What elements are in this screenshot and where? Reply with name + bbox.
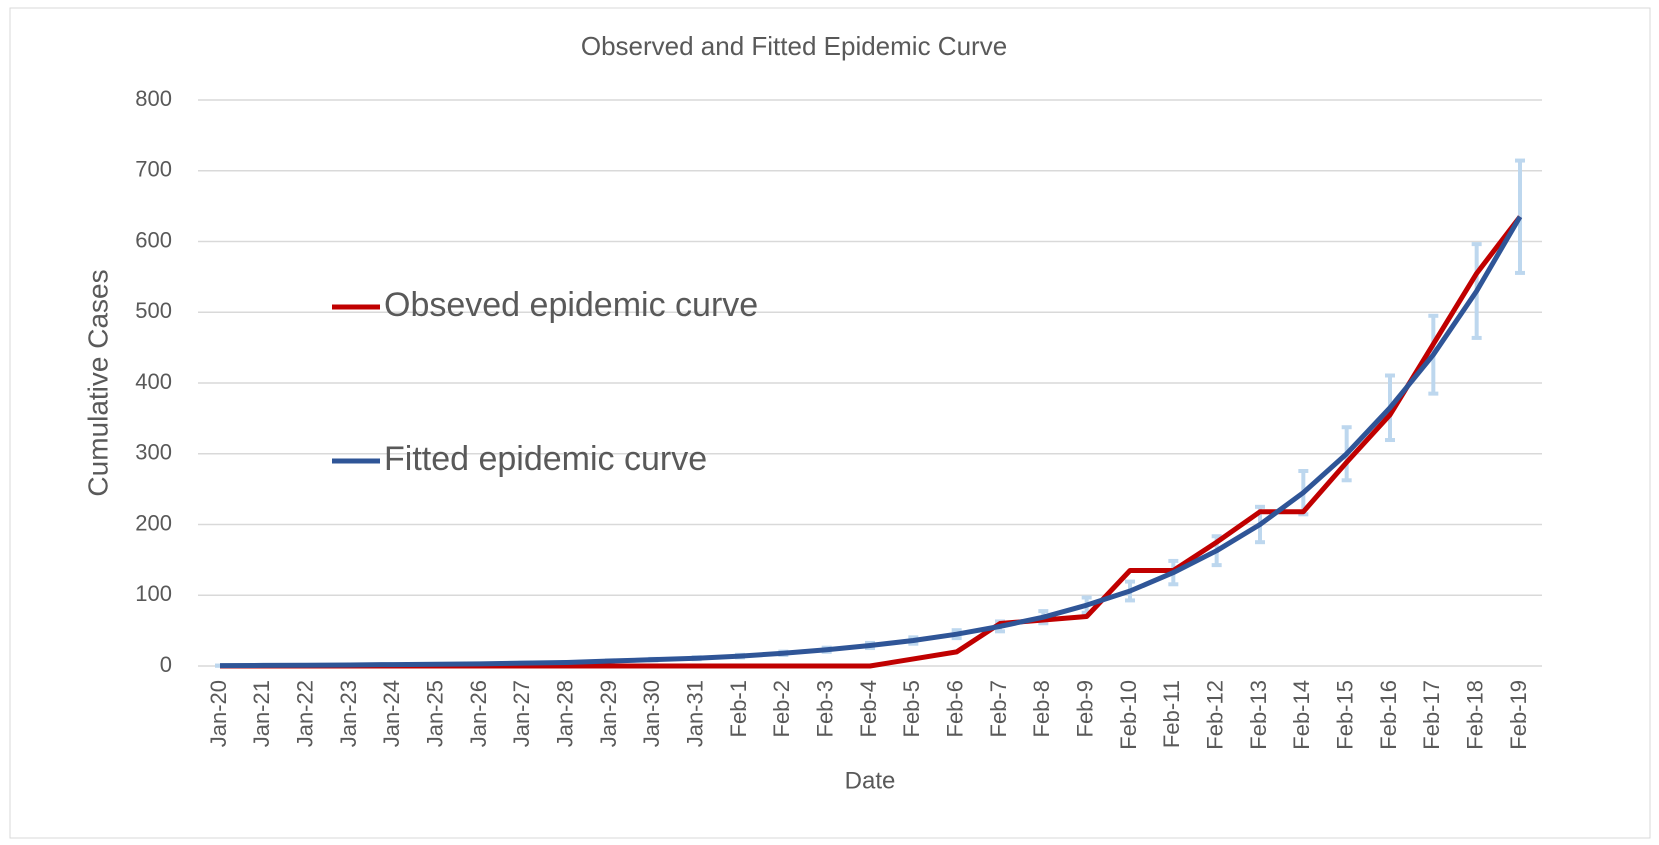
x-tick-label: Feb-11	[1159, 680, 1184, 748]
x-tick-label: Feb-15	[1332, 680, 1357, 750]
x-tick-label: Jan-22	[292, 680, 317, 747]
x-tick-label: Jan-27	[509, 680, 534, 747]
legend-label: Obseved epidemic curve	[384, 286, 758, 324]
x-tick-label: Jan-29	[596, 680, 621, 747]
x-tick-label: Jan-21	[249, 680, 274, 747]
x-tick-label: Feb-6	[942, 680, 967, 737]
x-tick-label: Feb-10	[1116, 680, 1141, 750]
x-tick-label: Jan-23	[336, 680, 361, 747]
y-tick-label: 300	[135, 440, 172, 465]
legend-label: Fitted epidemic curve	[384, 440, 707, 478]
y-axis-title: Cumulative Cases	[82, 269, 113, 496]
x-tick-label: Feb-18	[1462, 680, 1487, 750]
x-tick-label: Jan-20	[206, 680, 231, 747]
x-tick-label: Feb-14	[1289, 680, 1314, 750]
error-bar	[1515, 158, 1525, 275]
x-tick-label: Feb-2	[769, 680, 794, 737]
x-axis-title: Date	[845, 767, 896, 794]
x-tick-label: Jan-25	[422, 680, 447, 747]
y-tick-label: 0	[160, 652, 172, 677]
y-tick-label: 700	[135, 157, 172, 182]
x-tick-label: Feb-4	[856, 680, 881, 737]
x-tick-label: Feb-9	[1072, 680, 1097, 737]
x-tick-label: Jan-30	[639, 680, 664, 747]
y-tick-label: 500	[135, 298, 172, 323]
x-tick-label: Feb-7	[986, 680, 1011, 737]
x-tick-label: Feb-5	[899, 680, 924, 737]
series-line	[219, 215, 1523, 669]
x-tick-label: Jan-28	[552, 680, 577, 747]
x-tick-label: Feb-19	[1506, 680, 1531, 750]
x-tick-label: Feb-3	[812, 680, 837, 737]
chart-title: Observed and Fitted Epidemic Curve	[581, 31, 1007, 61]
x-tick-label: Feb-13	[1246, 680, 1271, 750]
x-tick-label: Jan-31	[682, 680, 707, 747]
x-tick-label: Jan-24	[379, 680, 404, 747]
y-tick-label: 800	[135, 86, 172, 111]
x-tick-label: Jan-26	[466, 680, 491, 747]
y-tick-label: 600	[135, 227, 172, 252]
x-tick-label: Feb-16	[1376, 680, 1401, 750]
y-tick-label: 200	[135, 510, 172, 535]
x-tick-label: Feb-1	[726, 680, 751, 737]
x-tick-label: Feb-12	[1202, 680, 1227, 750]
x-tick-label: Feb-8	[1029, 680, 1054, 737]
x-tick-label: Feb-17	[1419, 680, 1444, 750]
y-tick-label: 100	[135, 581, 172, 606]
y-tick-label: 400	[135, 369, 172, 394]
